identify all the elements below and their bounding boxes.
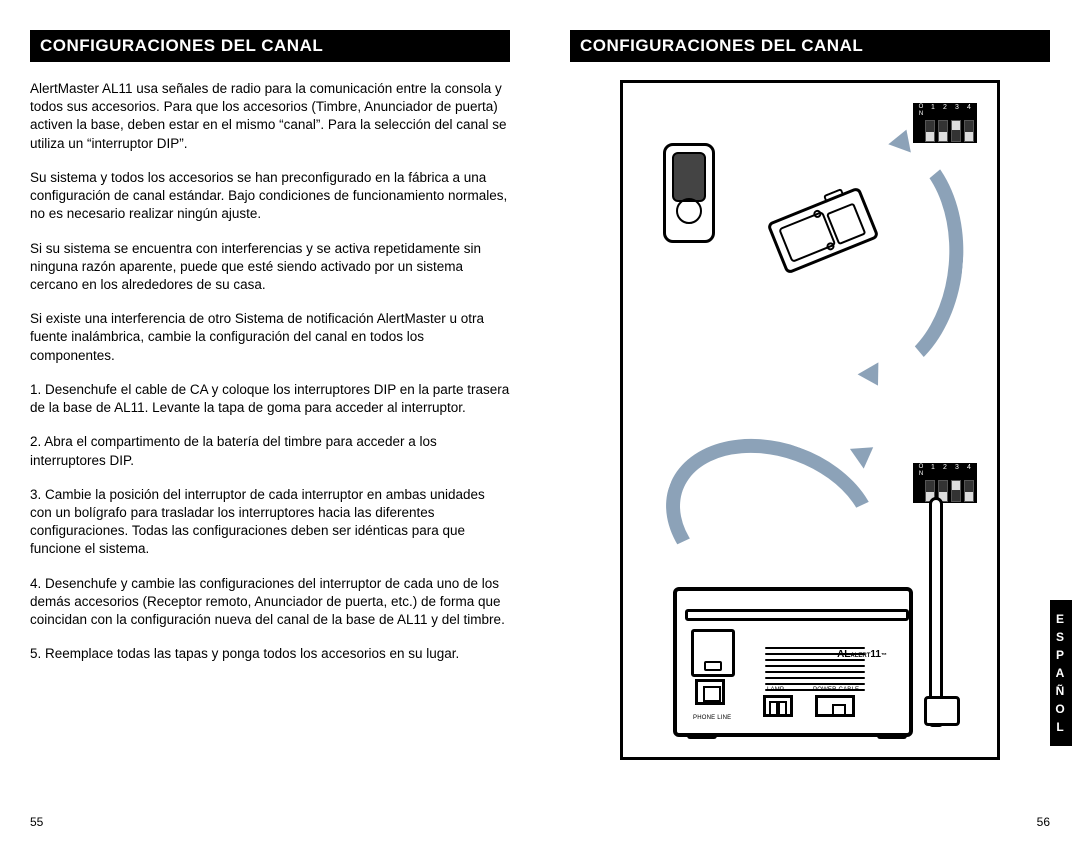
dip-num: 1 [927,104,939,118]
dip-slot [951,480,961,502]
console-top [685,609,909,621]
antenna [929,497,943,727]
dip-num: 4 [963,464,975,478]
page-number-right: 56 [1037,815,1050,829]
paragraph: Su sistema y todos los accesorios se han… [30,169,510,224]
page-left: CONFIGURACIONES DEL CANAL AlertMaster AL… [0,0,540,849]
dip-slots [913,118,977,144]
paragraph: Si existe una interferencia de otro Sist… [30,310,510,365]
tab-letter: E [1050,610,1072,628]
logo-tm: ™ [881,653,887,659]
language-tab: E S P A Ñ O L [1050,600,1072,746]
dip-num: 2 [939,464,951,478]
dip-slot [964,120,974,142]
dip-on-label: ON [915,464,927,478]
dip-numbers: ON 1 2 3 4 [913,103,977,118]
dip-num: 4 [963,104,975,118]
heading-right: CONFIGURACIONES DEL CANAL [570,30,1050,62]
paragraph: 3. Cambie la posición del interruptor de… [30,486,510,559]
phone-label: PHONE LINE [693,715,731,721]
dip-on-label: ON [915,104,927,118]
dip-slot [925,120,935,142]
lamp-port [763,695,793,717]
tab-letter: A [1050,664,1072,682]
console-base: ALALERT11™ PHONE LINE LAMP POWER CABLE [673,557,953,737]
logo-prefix: AL [837,649,850,660]
arrowhead-icon [850,437,880,468]
console-foot [687,733,717,739]
console-foot [877,733,907,739]
page-right: CONFIGURACIONES DEL CANAL ON 1 2 3 4 [540,0,1080,849]
tab-letter: O [1050,700,1072,718]
page-number-left: 55 [30,815,43,829]
dip-slots [913,478,977,504]
console-logo: ALALERT11™ [837,649,887,660]
dip-slot [938,120,948,142]
arrow-arc [772,126,973,391]
heading-left: CONFIGURACIONES DEL CANAL [30,30,510,62]
paragraph: AlertMaster AL11 usa señales de radio pa… [30,80,510,153]
paragraph: 2. Abra el compartimento de la batería d… [30,433,510,469]
tab-letter: S [1050,628,1072,646]
dip-switch-mid: ON 1 2 3 4 [913,463,977,503]
paragraph: 1. Desenchufe el cable de CA y coloque l… [30,381,510,417]
phone-port [695,679,725,705]
power-port [815,695,855,717]
dip-switch-top: ON 1 2 3 4 [913,103,977,143]
logo-suffix: 11 [870,649,881,660]
paragraph: Si su sistema se encuentra con interfere… [30,240,510,295]
rubber-flap [691,629,735,677]
lamp-label: LAMP [767,687,784,693]
paragraph: 5. Reemplace todas las tapas y ponga tod… [30,645,510,663]
dip-num: 3 [951,464,963,478]
dip-slot [951,120,961,142]
tab-letter: L [1050,718,1072,736]
tab-letter: P [1050,646,1072,664]
dip-slot [964,480,974,502]
power-label: POWER CABLE [813,687,859,693]
body-text-left: AlertMaster AL11 usa señales de radio pa… [30,80,510,663]
logo-brand: ALERT [850,653,870,659]
diagram-frame: ON 1 2 3 4 [620,80,1000,760]
tab-letter: Ñ [1050,682,1072,700]
console-body: ALALERT11™ PHONE LINE LAMP POWER CABLE [673,587,913,737]
doorbell-device [663,143,715,243]
dip-num: 1 [927,464,939,478]
dip-numbers: ON 1 2 3 4 [913,463,977,478]
dip-num: 3 [951,104,963,118]
paragraph: 4. Desenchufe y cambie las configuracion… [30,575,510,630]
dip-num: 2 [939,104,951,118]
